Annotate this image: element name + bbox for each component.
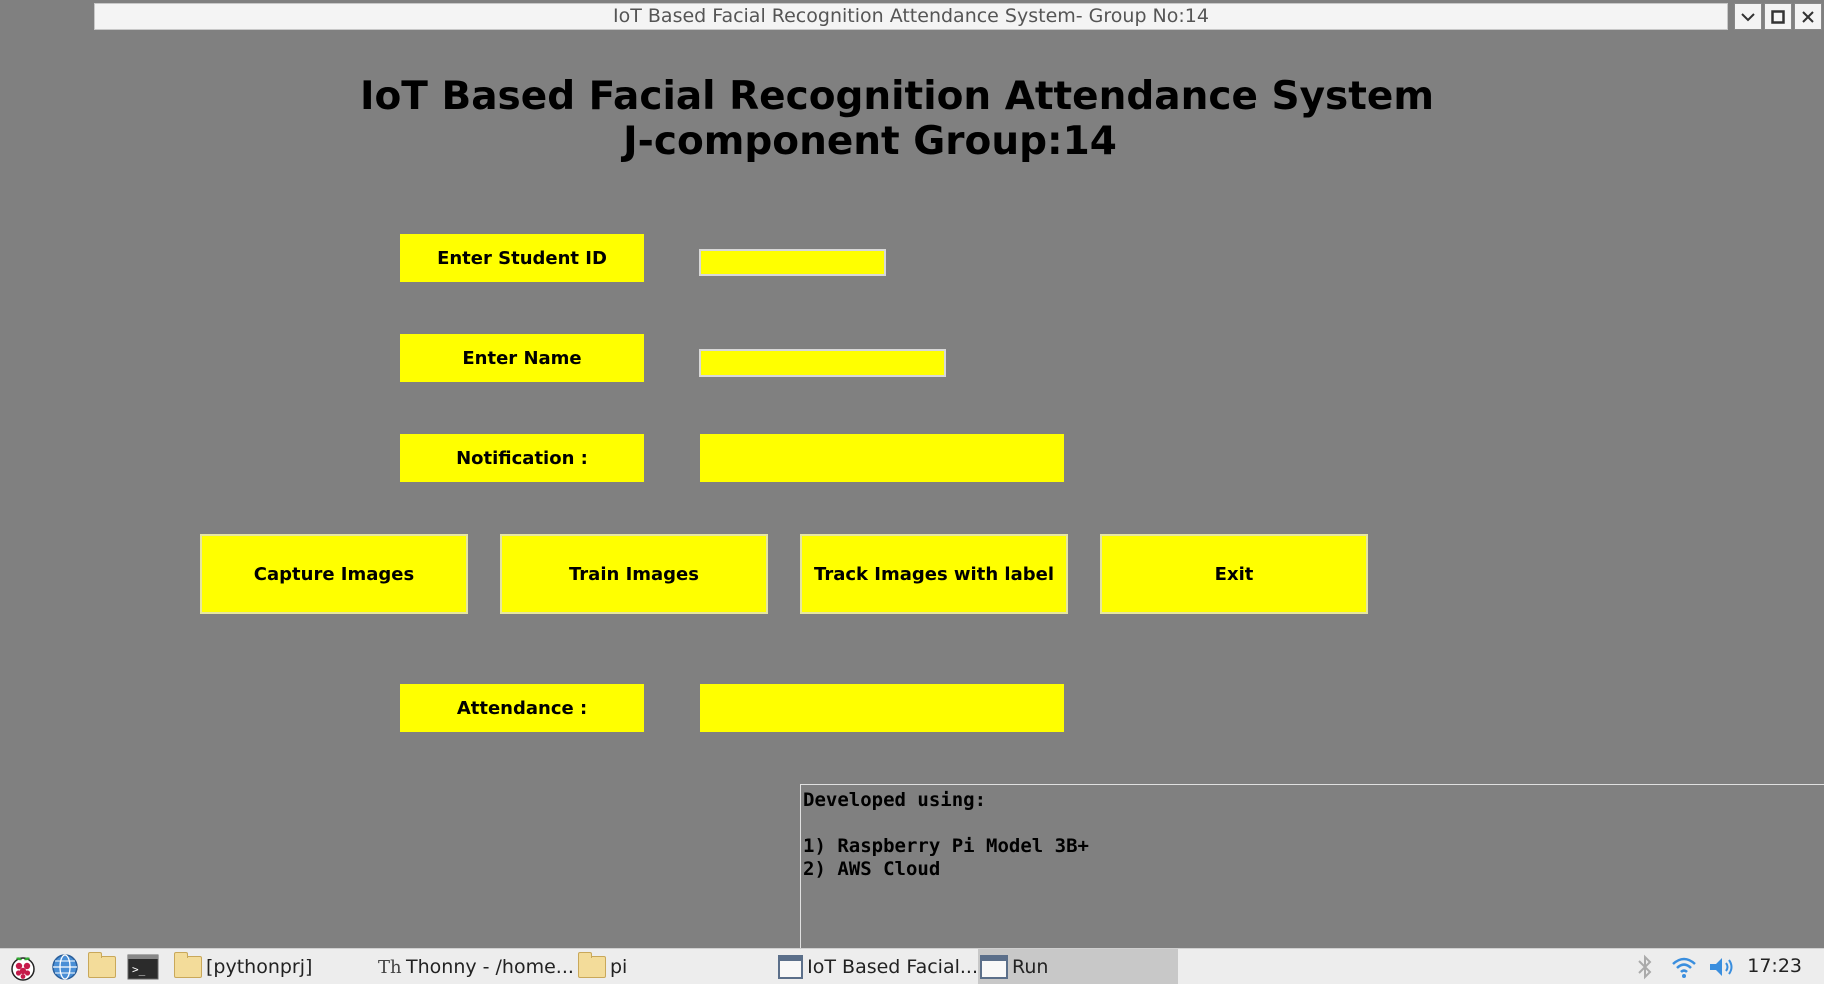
window-titlebar: IoT Based Facial Recognition Attendance … xyxy=(0,0,1824,34)
window-icon xyxy=(778,954,804,979)
raspberry-menu-button[interactable] xyxy=(8,949,38,984)
track-images-button[interactable]: Track Images with label xyxy=(800,534,1068,614)
taskbar-item-label: IoT Based Facial... xyxy=(807,955,978,978)
thonny-icon: Th xyxy=(378,957,402,978)
globe-icon xyxy=(52,953,78,980)
minimize-button[interactable] xyxy=(1734,3,1762,30)
app-heading: IoT Based Facial Recognition Attendance … xyxy=(360,74,1434,119)
maximize-icon xyxy=(1771,9,1785,24)
taskbar-item-label: Run xyxy=(1012,955,1049,978)
developed-title: Developed using: xyxy=(803,789,987,811)
developed-spacer xyxy=(803,812,1824,835)
student-id-input[interactable] xyxy=(699,249,886,276)
name-label: Enter Name xyxy=(400,334,644,382)
app-subheading: J-component Group:14 xyxy=(623,119,1117,164)
taskbar: >_ [pythonprj] Th Thonny - /home... pi I… xyxy=(0,948,1824,984)
name-input[interactable] xyxy=(699,349,946,377)
svg-text:>_: >_ xyxy=(132,963,146,976)
developed-item-2: 2) AWS Cloud xyxy=(803,858,941,880)
maximize-button[interactable] xyxy=(1764,3,1792,30)
capture-images-button[interactable]: Capture Images xyxy=(200,534,468,614)
exit-button[interactable]: Exit xyxy=(1100,534,1368,614)
taskbar-item-pythonprj[interactable]: [pythonprj] xyxy=(174,949,312,984)
folders-icon xyxy=(88,951,116,978)
svg-text:Th: Th xyxy=(378,957,402,978)
window-icon xyxy=(980,954,1008,979)
bluetooth-button[interactable] xyxy=(1636,949,1654,984)
notification-output xyxy=(700,434,1064,482)
attendance-output xyxy=(700,684,1064,732)
wifi-icon xyxy=(1672,957,1696,978)
wifi-button[interactable] xyxy=(1670,949,1698,984)
terminal-icon: >_ xyxy=(127,954,159,979)
taskbar-item-label: [pythonprj] xyxy=(206,955,313,978)
taskbar-item-pi[interactable]: pi xyxy=(578,949,627,984)
student-id-label: Enter Student ID xyxy=(400,234,644,282)
developed-using-panel: Developed using: 1) Raspberry Pi Model 3… xyxy=(800,784,1824,948)
browser-launcher[interactable] xyxy=(50,949,80,984)
terminal-launcher[interactable]: >_ xyxy=(127,949,159,984)
clock[interactable]: 17:23 xyxy=(1747,955,1802,977)
taskbar-item-thonny[interactable]: Th Thonny - /home... xyxy=(378,949,574,984)
developed-item-1: 1) Raspberry Pi Model 3B+ xyxy=(803,835,1089,857)
folder-icon xyxy=(578,951,606,978)
notification-label: Notification : xyxy=(400,434,644,482)
chevron-down-icon xyxy=(1741,12,1755,21)
file-manager-launcher[interactable] xyxy=(88,949,116,984)
attendance-label: Attendance : xyxy=(400,684,644,732)
taskbar-item-iot-app[interactable]: IoT Based Facial... xyxy=(770,949,978,984)
raspberry-icon xyxy=(11,956,35,981)
speaker-icon xyxy=(1710,957,1733,976)
bluetooth-icon xyxy=(1638,954,1652,979)
folder-icon xyxy=(174,951,202,978)
taskbar-item-label: Thonny - /home... xyxy=(406,955,574,978)
train-images-button[interactable]: Train Images xyxy=(500,534,768,614)
volume-button[interactable] xyxy=(1708,949,1736,984)
close-icon xyxy=(1802,10,1814,23)
taskbar-item-label: pi xyxy=(610,955,628,978)
taskbar-item-run[interactable]: Run xyxy=(978,949,1178,984)
close-button[interactable] xyxy=(1794,3,1822,30)
window-title: IoT Based Facial Recognition Attendance … xyxy=(94,3,1728,30)
